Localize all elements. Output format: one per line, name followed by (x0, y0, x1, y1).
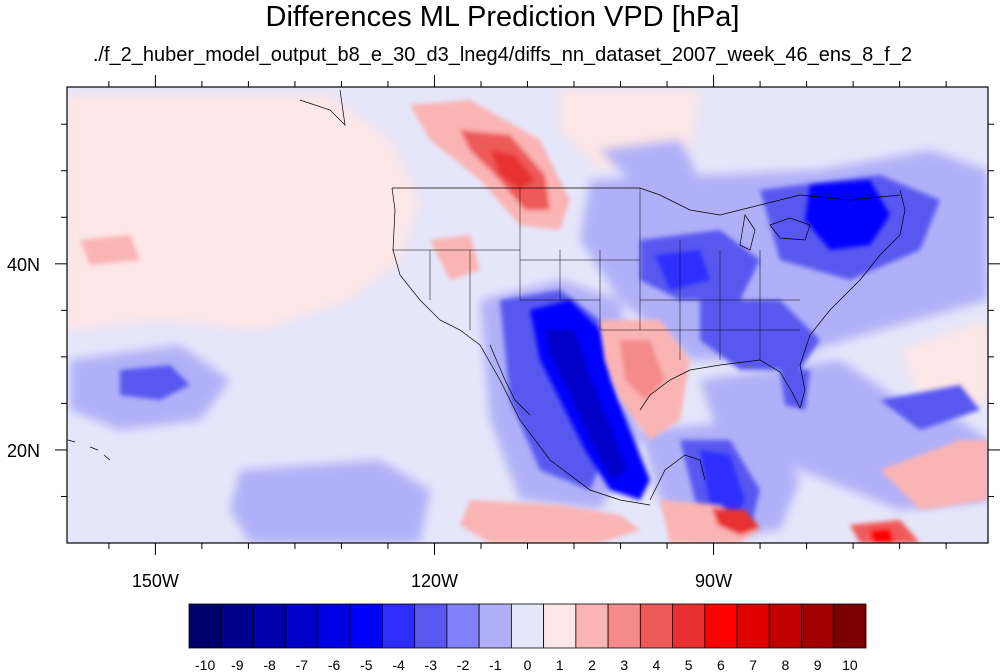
colorbar-label: -10 (195, 657, 215, 672)
y-tick-label: 20N (7, 441, 40, 461)
colorbar-swatch (478, 603, 512, 649)
colorbar-swatch (510, 603, 545, 649)
colorbar-label: -5 (360, 657, 373, 672)
colorbar-swatch (801, 603, 835, 649)
colorbar-swatch (704, 603, 738, 649)
colorbar-swatch (768, 603, 802, 649)
colorbar-label: 0 (524, 657, 532, 672)
colorbar-swatch (317, 603, 351, 649)
colorbar-label: 6 (717, 657, 725, 672)
coastlines (67, 89, 906, 506)
axis-labels: 150W 120W 90W 20N 40N (7, 255, 732, 591)
x-tick-label: 120W (411, 571, 458, 591)
colorbar-swatch (285, 603, 319, 649)
positive-areas (80, 100, 988, 543)
colorbar-swatch (575, 603, 609, 649)
chart-subtitle: ./f_2_huber_model_output_b8_e_30_d3_lneg… (92, 44, 913, 66)
colorbar-label: 3 (620, 657, 628, 672)
colorbar-swatch (672, 603, 706, 649)
colorbar: -10 -9 -8 -7 -6 -5 -4 -3 -2 -1 0 1 2 3 4 5 6 7 8 9 10 (188, 603, 867, 672)
colorbar-label: -2 (457, 657, 470, 672)
colorbar-swatch (253, 603, 287, 649)
colorbar-label: -4 (392, 657, 405, 672)
colorbar-label: 7 (749, 657, 757, 672)
x-tick-label: 150W (132, 571, 179, 591)
colorbar-label: -6 (328, 657, 341, 672)
axis-ticks (55, 75, 1000, 555)
chart-title: Differences ML Prediction VPD [hPa] (265, 1, 740, 33)
colorbar-swatch (543, 603, 577, 649)
colorbar-label: 10 (842, 657, 858, 672)
x-tick-label: 90W (695, 571, 732, 591)
state-borders (392, 188, 800, 360)
colorbar-swatch (220, 603, 254, 649)
colorbar-swatch (446, 603, 480, 649)
colorbar-swatch (833, 603, 867, 649)
colorbar-label: -3 (425, 657, 438, 672)
y-tick-label: 40N (7, 255, 40, 275)
colorbar-swatch (414, 603, 448, 649)
map-field (67, 87, 988, 543)
colorbar-swatch (607, 603, 641, 649)
colorbar-swatch (736, 603, 770, 649)
colorbar-label: -8 (263, 657, 276, 672)
colorbar-label: 4 (653, 657, 661, 672)
colorbar-label: 1 (556, 657, 564, 672)
colorbar-label: 9 (814, 657, 822, 672)
colorbar-label: 5 (685, 657, 693, 672)
colorbar-swatch (349, 603, 383, 649)
colorbar-swatch (188, 603, 222, 649)
colorbar-swatch (639, 603, 673, 649)
colorbar-label: -1 (489, 657, 502, 672)
colorbar-label: -9 (231, 657, 244, 672)
colorbar-label: -7 (296, 657, 309, 672)
colorbar-label: 2 (588, 657, 596, 672)
colorbar-label: 8 (782, 657, 790, 672)
colorbar-swatch (382, 603, 416, 649)
